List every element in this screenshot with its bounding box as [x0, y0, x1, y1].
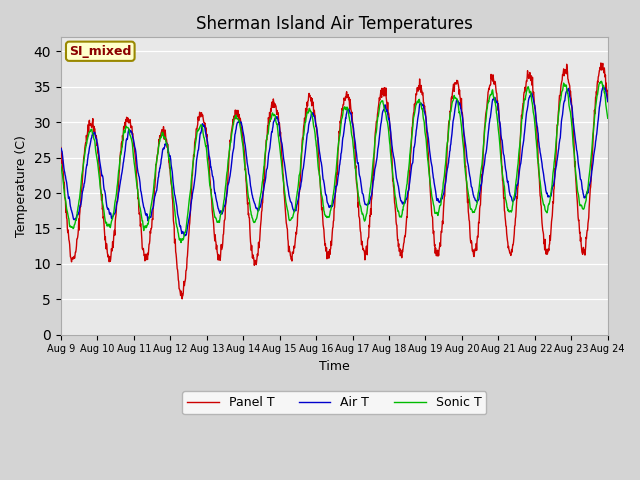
- Title: Sherman Island Air Temperatures: Sherman Island Air Temperatures: [196, 15, 473, 33]
- Sonic T: [540, 200, 547, 206]
- Panel T: [57, 144, 65, 150]
- Sonic T: [604, 115, 612, 121]
- Sonic T: [598, 78, 605, 84]
- Panel T: [491, 79, 499, 84]
- Line: Sonic T: Sonic T: [61, 81, 608, 242]
- Sonic T: [179, 237, 187, 243]
- Sonic T: [420, 116, 428, 122]
- Air T: [240, 134, 248, 140]
- Legend: Panel T, Air T, Sonic T: Panel T, Air T, Sonic T: [182, 391, 486, 414]
- Air T: [604, 98, 612, 104]
- Air T: [179, 228, 186, 234]
- Sonic T: [57, 161, 65, 167]
- Panel T: [604, 99, 612, 105]
- Panel T: [540, 229, 547, 235]
- Line: Panel T: Panel T: [61, 63, 608, 299]
- Air T: [420, 104, 428, 109]
- Panel T: [179, 296, 186, 302]
- Panel T: [165, 160, 173, 166]
- Sonic T: [165, 156, 173, 162]
- Panel T: [240, 147, 248, 153]
- Air T: [600, 83, 607, 88]
- Air T: [57, 146, 65, 152]
- Y-axis label: Temperature (C): Temperature (C): [15, 135, 28, 237]
- Air T: [491, 95, 499, 100]
- Text: SI_mixed: SI_mixed: [69, 45, 131, 58]
- Air T: [165, 152, 173, 157]
- Panel T: [179, 293, 187, 299]
- Sonic T: [491, 99, 499, 105]
- X-axis label: Time: Time: [319, 360, 349, 373]
- Panel T: [420, 99, 428, 105]
- Air T: [181, 233, 189, 239]
- Air T: [540, 169, 547, 175]
- Line: Air T: Air T: [61, 85, 608, 236]
- Sonic T: [177, 240, 185, 245]
- Sonic T: [240, 156, 248, 162]
- Panel T: [597, 60, 605, 66]
